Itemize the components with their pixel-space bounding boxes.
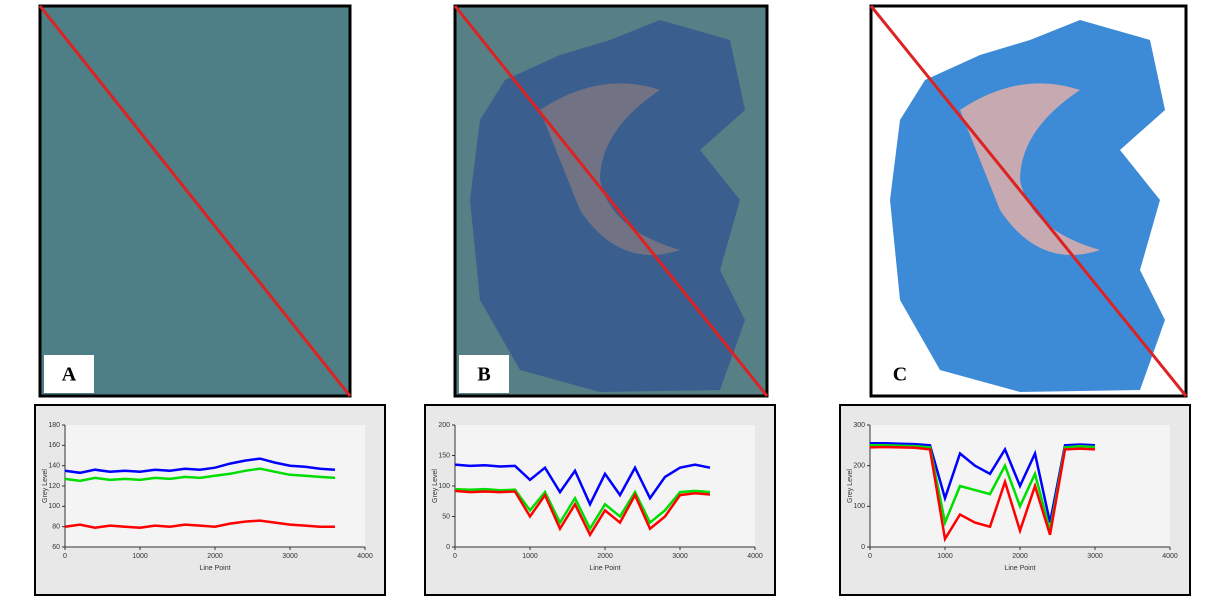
x-tick-label: 3000 xyxy=(1087,553,1103,560)
x-axis-label: Line Point xyxy=(589,565,620,572)
series-line xyxy=(869,445,1096,543)
y-tick-label: 200 xyxy=(853,463,865,470)
plot-area xyxy=(65,425,365,547)
x-tick-label: 2000 xyxy=(597,553,613,560)
plot-area xyxy=(455,425,755,547)
label-box xyxy=(44,355,94,393)
series-line xyxy=(454,489,711,538)
x-tick-label: 3000 xyxy=(672,553,688,560)
y-axis-label: Grey Level xyxy=(432,469,439,503)
y-tick-label: 300 xyxy=(853,422,865,429)
profile-line xyxy=(453,5,769,397)
y-axis-label: Grey Level xyxy=(847,469,854,503)
label-box xyxy=(459,355,509,393)
profile-line xyxy=(869,5,1188,397)
x-tick-label: 2000 xyxy=(1012,553,1028,560)
y-tick-label: 180 xyxy=(48,422,60,429)
x-tick-label: 4000 xyxy=(747,553,763,560)
x-tick-label: 4000 xyxy=(357,553,373,560)
x-axis-label: Line Point xyxy=(1004,565,1035,572)
y-tick-label: 60 xyxy=(52,544,60,551)
y-tick-label: 100 xyxy=(438,483,450,490)
y-tick-label: 0 xyxy=(861,544,865,551)
x-tick-label: 1000 xyxy=(937,553,953,560)
x-tick-label: 4000 xyxy=(1162,553,1178,560)
panel-label: A xyxy=(62,364,77,386)
x-tick-label: 2000 xyxy=(207,553,223,560)
y-tick-label: 100 xyxy=(48,503,60,510)
label-box xyxy=(875,355,925,393)
series-line xyxy=(64,519,335,529)
x-tick-label: 3000 xyxy=(282,553,298,560)
series-line xyxy=(64,467,336,483)
tissue-region xyxy=(960,83,1100,255)
x-tick-label: 0 xyxy=(63,553,67,560)
x-tick-label: 1000 xyxy=(132,553,148,560)
x-tick-label: 0 xyxy=(453,553,457,560)
y-tick-label: 140 xyxy=(48,463,60,470)
y-tick-label: 200 xyxy=(438,422,450,429)
series-line xyxy=(454,463,711,508)
x-tick-label: 1000 xyxy=(522,553,538,560)
tissue-region xyxy=(540,83,680,255)
y-axis-label: Grey Level xyxy=(42,469,49,503)
y-tick-label: 0 xyxy=(446,544,450,551)
panel-label: B xyxy=(477,364,490,386)
y-tick-label: 150 xyxy=(438,452,450,459)
series-line xyxy=(64,457,336,475)
y-tick-label: 80 xyxy=(52,524,60,531)
y-tick-label: 100 xyxy=(853,503,865,510)
y-tick-label: 120 xyxy=(48,483,60,490)
x-axis-label: Line Point xyxy=(199,565,230,572)
panel-label: C xyxy=(893,364,907,386)
x-tick-label: 0 xyxy=(868,553,872,560)
profile-line xyxy=(38,5,352,397)
y-tick-label: 50 xyxy=(442,513,450,520)
y-tick-label: 160 xyxy=(48,442,60,449)
series-line xyxy=(454,487,711,532)
